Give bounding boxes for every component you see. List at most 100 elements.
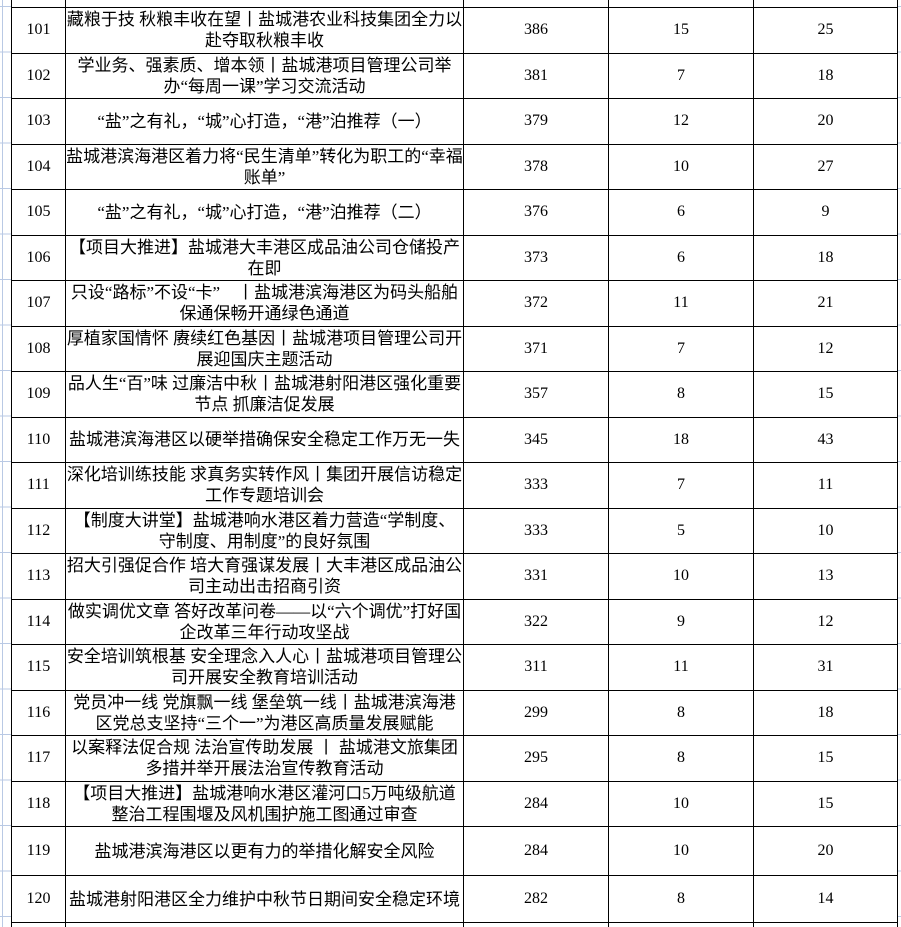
cell-value-3[interactable]: 13 [753,553,898,600]
cell-value-1[interactable]: 381 [463,52,609,99]
cell-row-number[interactable]: 107 [11,280,66,327]
cell-row-number[interactable]: 110 [11,416,66,463]
cell-value-2[interactable] [608,922,754,927]
cell-value-2[interactable]: 10 [608,780,754,827]
cell-value-3[interactable]: 31 [753,644,898,691]
cell-row-number[interactable]: 111 [11,462,66,509]
cell-value-3[interactable]: 12 [753,325,898,372]
cell-value-1[interactable]: 282 [463,875,609,923]
cell-value-1[interactable]: 376 [463,189,609,236]
cell-article-title[interactable]: “盐”之有礼，“城”心打造，“港”泊推荐（一） [65,98,464,145]
cell-value-1[interactable]: 371 [463,325,609,372]
cell-article-title[interactable]: 学业务、强素质、增本领丨盐城港项目管理公司举办“每周一课”学习交流活动 [65,52,464,99]
cell-value-2[interactable]: 12 [608,98,754,145]
cell-value-2[interactable]: 7 [608,462,754,509]
cell-value-1[interactable]: 373 [463,234,609,281]
cell-row-number[interactable]: 106 [11,234,66,281]
cell-value-3[interactable]: 43 [753,416,898,463]
cell-value-3[interactable]: 20 [753,98,898,145]
cell-value-1[interactable]: 379 [463,98,609,145]
cell-article-title[interactable]: 【项目大推进】盐城港响水港区灌河口5万吨级航道整治工程围堰及风机围护施工图通过审… [65,780,464,827]
cell-article-title[interactable]: 安全培训筑根基 安全理念入人心丨盐城港项目管理公司开展安全教育培训活动 [65,644,464,691]
cell-value-1[interactable]: 322 [463,598,609,645]
cell-value-1[interactable]: 357 [463,371,609,418]
cell-value-2[interactable]: 10 [608,826,754,876]
cell-value-2[interactable] [608,0,754,8]
cell-value-2[interactable]: 10 [608,143,754,190]
cell-row-number[interactable]: 116 [11,689,66,736]
cell-value-1[interactable]: 299 [463,689,609,736]
cell-value-2[interactable]: 9 [608,598,754,645]
cell-article-title[interactable]: 厚植家国情怀 赓续红色基因丨盐城港项目管理公司开展迎国庆主题活动 [65,325,464,372]
cell-article-title[interactable]: 【制度大讲堂】盐城港响水港区着力营造“学制度、守制度、用制度”的良好氛围 [65,507,464,554]
cell-value-3[interactable]: 21 [753,280,898,327]
cell-row-number[interactable]: 101 [11,7,66,54]
cell-row-number[interactable]: 104 [11,143,66,190]
cell-value-3[interactable]: 20 [753,826,898,876]
cell-article-title[interactable]: 盐城港滨海港区着力将“民生清单”转化为职工的“幸福账单” [65,143,464,190]
cell-row-number[interactable]: 119 [11,826,66,876]
cell-value-2[interactable]: 7 [608,52,754,99]
cell-row-number[interactable]: 102 [11,52,66,99]
cell-value-3[interactable]: 15 [753,371,898,418]
cell-article-title[interactable]: 盐城港滨海港区以硬举措确保安全稳定工作万无一失 [65,416,464,463]
cell-value-2[interactable]: 6 [608,189,754,236]
cell-value-2[interactable]: 15 [608,7,754,54]
cell-value-1[interactable]: 345 [463,416,609,463]
cell-value-1[interactable]: 331 [463,553,609,600]
cell-row-number[interactable]: 118 [11,780,66,827]
cell-value-1[interactable]: 284 [463,780,609,827]
cell-index[interactable] [11,0,66,8]
cell-value-2[interactable]: 8 [608,875,754,923]
cell-value-1[interactable]: 311 [463,644,609,691]
cell-article-title[interactable]: 藏粮于技 秋粮丰收在望丨盐城港农业科技集团全力以赴夺取秋粮丰收 [65,7,464,54]
cell-value-1[interactable]: 378 [463,143,609,190]
cell-row-number[interactable]: 113 [11,553,66,600]
cell-title[interactable] [65,922,464,927]
cell-value-3[interactable]: 18 [753,234,898,281]
cell-value-2[interactable]: 8 [608,689,754,736]
cell-value-3[interactable]: 15 [753,735,898,782]
cell-value-1[interactable]: 333 [463,462,609,509]
cell-row-number[interactable]: 112 [11,507,66,554]
cell-value-2[interactable]: 11 [608,280,754,327]
cell-value-2[interactable]: 8 [608,735,754,782]
cell-value-1[interactable] [463,0,609,8]
cell-row-number[interactable]: 117 [11,735,66,782]
cell-value-2[interactable]: 10 [608,553,754,600]
cell-value-2[interactable]: 18 [608,416,754,463]
cell-row-number[interactable]: 120 [11,875,66,923]
cell-value-3[interactable]: 10 [753,507,898,554]
cell-value-3[interactable]: 18 [753,689,898,736]
cell-value-3[interactable] [753,922,898,927]
cell-value-3[interactable]: 14 [753,875,898,923]
cell-index[interactable] [11,922,66,927]
cell-value-3[interactable]: 15 [753,780,898,827]
cell-value-1[interactable]: 386 [463,7,609,54]
cell-value-1[interactable]: 284 [463,826,609,876]
cell-article-title[interactable]: 品人生“百”味 过廉洁中秋丨盐城港射阳港区强化重要节点 抓廉洁促发展 [65,371,464,418]
cell-article-title[interactable]: 深化培训练技能 求真务实转作风丨集团开展信访稳定工作专题培训会 [65,462,464,509]
cell-value-1[interactable] [463,922,609,927]
cell-article-title[interactable]: 以案释法促合规 法治宣传助发展 丨 盐城港文旅集团多措并举开展法治宣传教育活动 [65,735,464,782]
cell-value-1[interactable]: 295 [463,735,609,782]
cell-row-number[interactable]: 115 [11,644,66,691]
cell-value-3[interactable]: 11 [753,462,898,509]
cell-row-number[interactable]: 108 [11,325,66,372]
cell-article-title[interactable]: 【项目大推进】盐城港大丰港区成品油公司仓储投产在即 [65,234,464,281]
cell-value-3[interactable]: 12 [753,598,898,645]
cell-value-3[interactable]: 18 [753,52,898,99]
cell-value-2[interactable]: 6 [608,234,754,281]
cell-article-title[interactable]: 盐城港射阳港区全力维护中秋节日期间安全稳定环境 [65,875,464,923]
cell-article-title[interactable]: 盐城港滨海港区以更有力的举措化解安全风险 [65,826,464,876]
cell-row-number[interactable]: 103 [11,98,66,145]
cell-value-3[interactable]: 25 [753,7,898,54]
cell-title[interactable] [65,0,464,8]
cell-value-2[interactable]: 8 [608,371,754,418]
cell-article-title[interactable]: 做实调优文章 答好改革问卷——以“六个调优”打好国企改革三年行动攻坚战 [65,598,464,645]
cell-value-3[interactable]: 9 [753,189,898,236]
cell-row-number[interactable]: 105 [11,189,66,236]
cell-article-title[interactable]: 党员冲一线 党旗飘一线 堡垒筑一线丨盐城港滨海港区党总支坚持“三个一”为港区高质… [65,689,464,736]
cell-article-title[interactable]: 招大引强促合作 培大育强谋发展丨大丰港区成品油公司主动出击招商引资 [65,553,464,600]
cell-value-3[interactable]: 27 [753,143,898,190]
